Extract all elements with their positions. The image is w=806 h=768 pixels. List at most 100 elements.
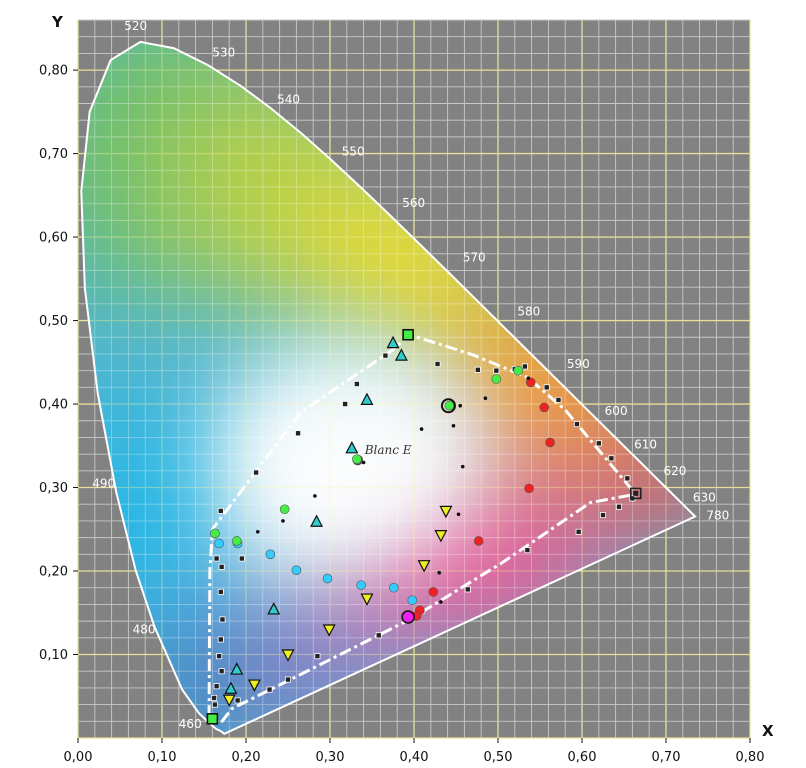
marker-circle: [524, 483, 534, 494]
marker-square-small: [555, 396, 562, 403]
wavelength-label: 550: [342, 144, 365, 158]
marker-square-small: [213, 555, 220, 562]
marker-square-small: [382, 352, 389, 359]
marker-square-small: [216, 653, 223, 660]
x-tick-label: 0,80: [736, 750, 765, 765]
marker-square-small: [543, 384, 550, 391]
marker-circle: [214, 538, 224, 549]
marker-square-small: [266, 686, 273, 693]
marker-square-small: [624, 475, 631, 482]
marker-triangle-up: [345, 441, 359, 454]
gamut-outline: [207, 333, 639, 725]
marker-circle: [210, 528, 220, 539]
marker-square-large: [402, 328, 414, 341]
wavelength-label: 530: [212, 46, 235, 60]
marker-triangle-up: [394, 348, 408, 361]
marker-dot: [437, 570, 442, 575]
marker-square-small: [575, 528, 582, 535]
marker-circle: [279, 504, 290, 515]
marker-square-large: [206, 712, 219, 725]
marker-square-small: [573, 421, 580, 428]
marker-dot: [255, 529, 260, 534]
marker-circle: [491, 374, 502, 384]
y-axis-label: Y: [51, 13, 64, 31]
wavelength-label: 620: [663, 464, 686, 478]
marker-circle: [389, 582, 399, 593]
marker-circle: [545, 437, 555, 448]
y-tick-label: 0,10: [39, 648, 68, 663]
wavelength-label: 590: [567, 357, 590, 371]
marker-square-small: [219, 616, 226, 623]
wavelength-label: 480: [133, 623, 156, 637]
marker-square-small: [434, 360, 441, 367]
marker-circle: [539, 402, 550, 413]
wavelength-labels: 380 460 480 490 520 530 540 550 560 570 580 590 600 6…: [92, 19, 729, 762]
marker-dot: [313, 494, 317, 498]
marker-square-small: [211, 694, 218, 701]
marker-circle-ring: [440, 398, 456, 414]
x-tick-label: 0,70: [652, 750, 681, 765]
marker-square-small: [314, 653, 321, 660]
x-tick-label: 0,50: [484, 750, 513, 765]
x-tick-label: 0,20: [232, 750, 261, 765]
x-tick-label: 0,00: [64, 750, 93, 765]
wavelength-label: 460: [179, 717, 202, 731]
marker-triangle-up: [224, 681, 238, 694]
marker-square-small: [211, 701, 218, 708]
marker-square-small: [464, 586, 471, 593]
y-tick-label: 0,60: [39, 231, 68, 246]
marker-circle: [322, 573, 333, 584]
marker-dot: [281, 519, 285, 523]
marker-triangle-down: [247, 679, 261, 692]
marker-circle: [513, 365, 523, 376]
marker-square-small: [474, 366, 481, 373]
marker-square-outline: [629, 487, 642, 500]
x-axis-label: X: [762, 722, 774, 740]
wavelength-label: 610: [634, 437, 657, 451]
marker-triangle-down: [417, 560, 431, 573]
marker-square-small: [218, 563, 225, 570]
x-tick-label: 0,60: [568, 750, 597, 765]
y-tick-label: 0,80: [39, 64, 68, 79]
marker-square-inner: [633, 490, 639, 496]
marker-circle: [473, 536, 484, 546]
marker-square-small: [253, 469, 260, 476]
marker-dot: [460, 464, 465, 469]
marker-dot: [526, 376, 531, 380]
marker-dot: [458, 403, 463, 408]
wavelength-label: 630: [693, 491, 716, 505]
marker-square-small: [600, 512, 607, 519]
marker-square-small: [234, 697, 241, 704]
marker-square-small: [284, 676, 291, 683]
marker-dot: [451, 423, 456, 428]
marker-dot: [439, 600, 443, 604]
marker-dot: [483, 396, 488, 401]
marker-circle: [356, 580, 366, 591]
white-point-label: Blanc E: [364, 443, 412, 457]
wavelength-label: 600: [605, 404, 628, 418]
marker-square-small: [521, 363, 528, 370]
marker-square-small: [595, 440, 602, 447]
data-markers: [206, 328, 642, 725]
x-tick-label: 0,10: [148, 750, 177, 765]
marker-square-small: [218, 668, 225, 675]
marker-circle: [231, 536, 242, 546]
marker-square-small: [342, 401, 349, 408]
marker-dot: [456, 512, 461, 517]
wavelength-label: 540: [277, 92, 300, 106]
marker-triangle-up: [360, 392, 374, 405]
wavelength-label: 560: [402, 196, 425, 210]
y-axis-ticks: 0,10 0,20 0,30 0,40 0,50 0,60 0,70 0,80: [39, 64, 78, 663]
y-tick-label: 0,30: [39, 481, 68, 496]
marker-triangle-up: [230, 662, 244, 675]
y-tick-label: 0,40: [39, 398, 68, 413]
marker-circle-large: [401, 610, 415, 624]
marker-square-small: [608, 455, 615, 462]
wavelength-label: 570: [463, 250, 486, 264]
marker-triangle-down: [281, 649, 295, 662]
marker-square-small: [295, 430, 302, 437]
marker-triangle-up: [267, 602, 281, 615]
marker-square-small: [493, 367, 500, 374]
marker-square-small: [375, 632, 382, 639]
